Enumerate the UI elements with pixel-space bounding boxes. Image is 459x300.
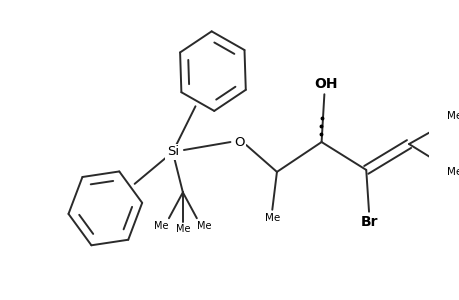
- Text: Me: Me: [196, 221, 211, 231]
- Text: Me: Me: [264, 213, 280, 223]
- Text: Me: Me: [446, 111, 459, 121]
- Text: Me: Me: [154, 221, 168, 231]
- Text: Me: Me: [175, 224, 190, 234]
- Text: Si: Si: [166, 146, 179, 158]
- Text: Br: Br: [359, 215, 377, 229]
- Text: OH: OH: [314, 77, 337, 91]
- Text: Me: Me: [446, 167, 459, 177]
- Text: O: O: [234, 136, 245, 148]
